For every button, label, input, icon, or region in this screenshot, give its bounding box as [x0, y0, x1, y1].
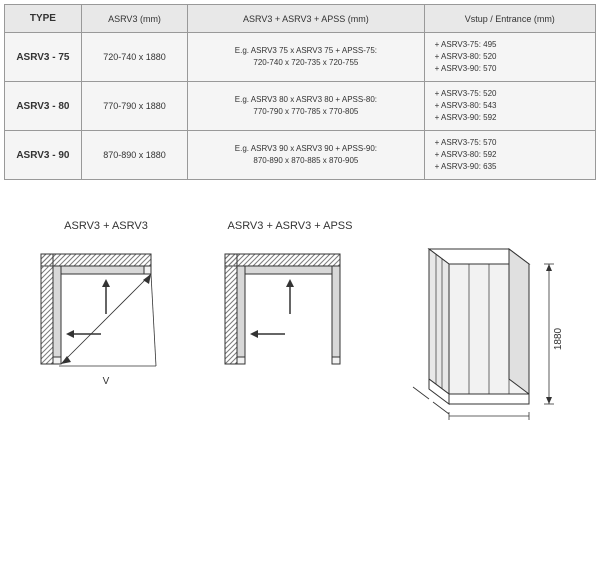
combo-example: E.g. ASRV3 90 x ASRV3 90 + APSS-90: [192, 143, 419, 155]
table-header-row: TYPE ASRV3 (mm) ASRV3 + ASRV3 + APSS (mm… [5, 5, 596, 33]
diagrams-container: ASRV3 + ASRV3 [4, 220, 596, 444]
diagram-label: ASRV3 + ASRV3 + APSS [228, 220, 353, 232]
cell-dimensions: 870-890 x 1880 [81, 131, 187, 180]
cell-combo: E.g. ASRV3 90 x ASRV3 90 + APSS-90: 870-… [188, 131, 424, 180]
entrance-line: + ASRV3-90: 570 [435, 63, 591, 75]
height-dimension-label: 1880 [553, 327, 564, 350]
entrance-line: + ASRV3-80: 520 [435, 51, 591, 63]
spec-table-container: TYPE ASRV3 (mm) ASRV3 + ASRV3 + APSS (mm… [4, 4, 596, 180]
combo-example: E.g. ASRV3 80 x ASRV3 80 + APSS-80: [192, 94, 419, 106]
diagram-asrv3-asrv3: ASRV3 + ASRV3 [31, 220, 181, 444]
diagram-3d-enclosure: 1880 [399, 220, 569, 444]
spec-table: TYPE ASRV3 (mm) ASRV3 + ASRV3 + APSS (mm… [4, 4, 596, 180]
cell-entrance: + ASRV3-75: 570 + ASRV3-80: 592 + ASRV3-… [424, 131, 595, 180]
header-asrv3: ASRV3 (mm) [81, 5, 187, 33]
entrance-line: + ASRV3-75: 570 [435, 137, 591, 149]
cell-type: ASRV3 - 75 [5, 33, 82, 82]
plan-view-1-icon: V [31, 244, 181, 404]
header-type: TYPE [5, 5, 82, 33]
entrance-line: + ASRV3-80: 543 [435, 100, 591, 112]
table-row: ASRV3 - 80 770-790 x 1880 E.g. ASRV3 80 … [5, 82, 596, 131]
entrance-line: + ASRV3-80: 592 [435, 149, 591, 161]
cell-type: ASRV3 - 90 [5, 131, 82, 180]
plan-view-2-icon [215, 244, 365, 404]
diagram-label-spacer [482, 220, 485, 232]
cell-dimensions: 720-740 x 1880 [81, 33, 187, 82]
cell-entrance: + ASRV3-75: 495 + ASRV3-80: 520 + ASRV3-… [424, 33, 595, 82]
header-entrance: Vstup / Entrance (mm) [424, 5, 595, 33]
v-dimension-label: V [103, 376, 110, 387]
cell-type: ASRV3 - 80 [5, 82, 82, 131]
table-row: ASRV3 - 75 720-740 x 1880 E.g. ASRV3 75 … [5, 33, 596, 82]
combo-values: 770-790 x 770-785 x 770-805 [192, 106, 419, 118]
header-combo: ASRV3 + ASRV3 + APSS (mm) [188, 5, 424, 33]
diagram-label: ASRV3 + ASRV3 [64, 220, 148, 232]
isometric-view-icon: 1880 [399, 244, 569, 444]
cell-dimensions: 770-790 x 1880 [81, 82, 187, 131]
entrance-line: + ASRV3-90: 592 [435, 112, 591, 124]
entrance-line: + ASRV3-90: 635 [435, 161, 591, 173]
combo-example: E.g. ASRV3 75 x ASRV3 75 + APSS-75: [192, 45, 419, 57]
table-row: ASRV3 - 90 870-890 x 1880 E.g. ASRV3 90 … [5, 131, 596, 180]
entrance-line: + ASRV3-75: 520 [435, 88, 591, 100]
combo-values: 720-740 x 720-735 x 720-755 [192, 57, 419, 69]
entrance-line: + ASRV3-75: 495 [435, 39, 591, 51]
cell-combo: E.g. ASRV3 75 x ASRV3 75 + APSS-75: 720-… [188, 33, 424, 82]
diagram-asrv3-asrv3-apss: ASRV3 + ASRV3 + APSS [215, 220, 365, 444]
combo-values: 870-890 x 870-885 x 870-905 [192, 155, 419, 167]
cell-entrance: + ASRV3-75: 520 + ASRV3-80: 543 + ASRV3-… [424, 82, 595, 131]
cell-combo: E.g. ASRV3 80 x ASRV3 80 + APSS-80: 770-… [188, 82, 424, 131]
